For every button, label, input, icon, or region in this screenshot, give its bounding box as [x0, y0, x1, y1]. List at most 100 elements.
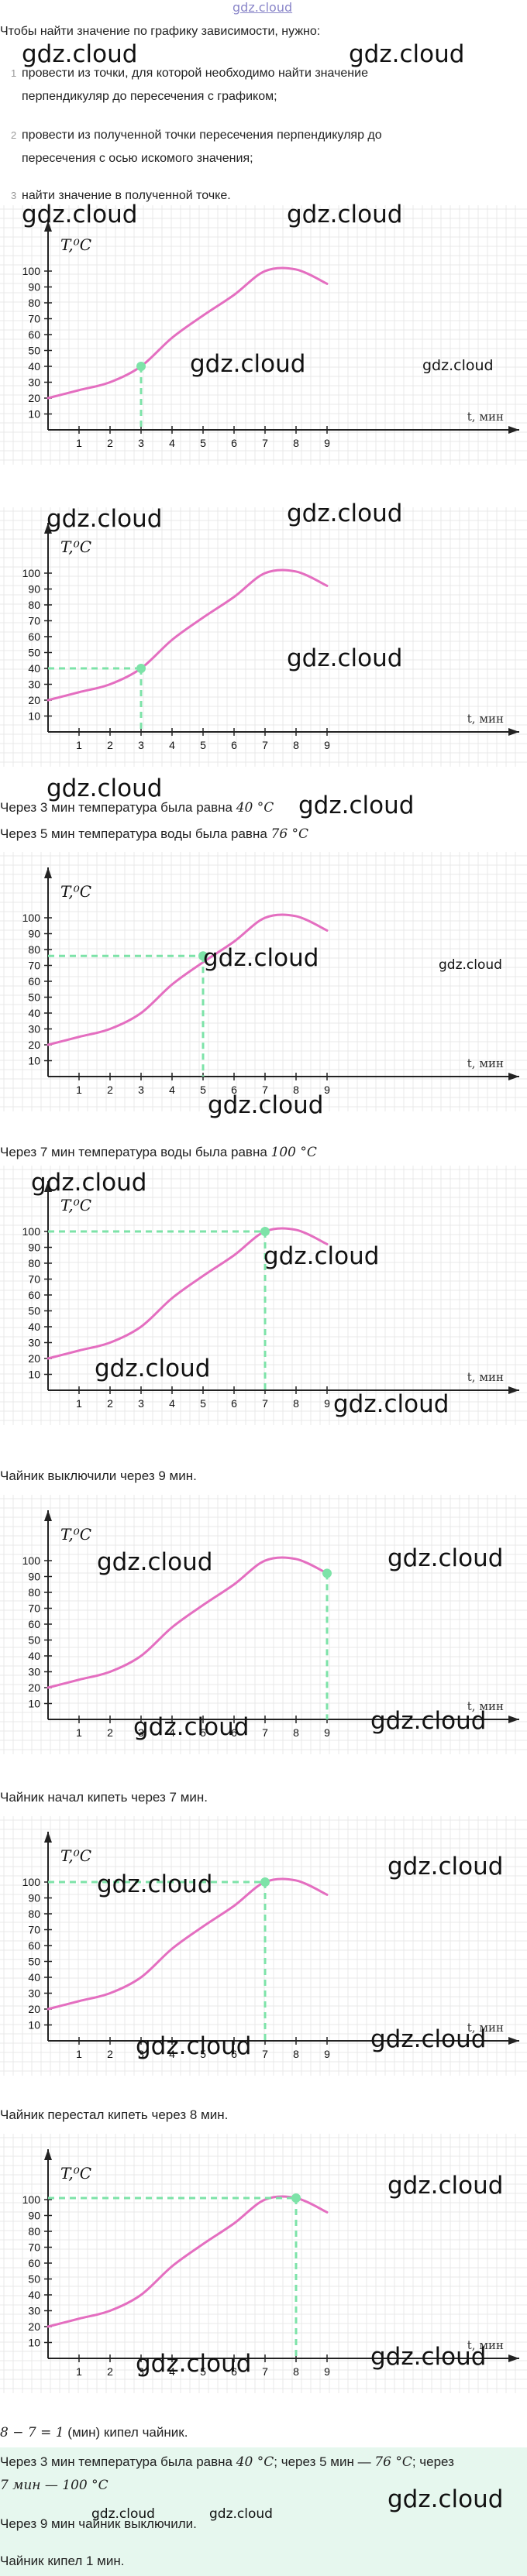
highlight-point — [198, 951, 208, 961]
y-tick-label: 90 — [28, 2210, 40, 2222]
y-tick-label: 10 — [28, 408, 40, 421]
y-tick-label: 40 — [28, 1007, 40, 1019]
x-axis-arrow — [508, 1073, 519, 1080]
result-boil-end: Чайник перестал кипеть через 8 мин. — [0, 2107, 229, 2122]
watermark: gdz.cloud — [209, 2506, 273, 2522]
answer-line-1: Через 3 мин температура была равна 40 °C… — [0, 2454, 454, 2471]
y-tick-label: 50 — [28, 1956, 40, 1968]
x-tick-label: 4 — [169, 2048, 175, 2060]
y-tick-label: 100 — [22, 1554, 41, 1567]
x-tick-label: 8 — [293, 1397, 299, 1410]
watermark: gdz.cloud — [298, 792, 415, 819]
y-tick-label: 100 — [22, 1876, 41, 1888]
intro-step-1: 1 провести из точки, для которой необход… — [11, 62, 368, 108]
y-tick-label: 40 — [28, 2289, 40, 2301]
y-tick-label: 70 — [28, 2241, 40, 2254]
y-tick-label: 90 — [28, 583, 40, 596]
x-tick-label: 1 — [76, 1726, 82, 1739]
x-axis-arrow — [508, 2354, 519, 2362]
x-tick-label: 2 — [107, 437, 113, 449]
y-axis-arrow — [44, 1181, 52, 1192]
x-tick-label: 4 — [169, 2365, 175, 2378]
step-number: 3 — [11, 190, 17, 201]
x-tick-label: 1 — [76, 739, 82, 751]
y-tick-label: 90 — [28, 1571, 40, 1583]
chart-grid — [0, 2134, 527, 2393]
result-off: Чайник выключили через 9 мин. — [0, 1468, 197, 1483]
x-tick-label: 7 — [262, 437, 268, 449]
x-tick-label: 3 — [138, 1397, 144, 1410]
x-tick-label: 9 — [324, 1726, 330, 1739]
step-line: пересечения с осью искомого значения; — [22, 152, 253, 165]
y-tick-label: 20 — [28, 1039, 40, 1051]
answer-line-2: 7 мин — 100 °C — [0, 2477, 108, 2494]
y-tick-label: 40 — [28, 662, 40, 675]
x-tick-label: 5 — [200, 739, 206, 751]
y-tick-label: 90 — [28, 1892, 40, 1905]
y-tick-label: 20 — [28, 392, 40, 404]
x-axis-label: t, мин — [467, 2021, 504, 2035]
y-tick-label: 80 — [28, 1908, 40, 1920]
temperature-curve — [46, 1227, 329, 1360]
math-value: 100 °C — [270, 1145, 317, 1160]
text-part: ; через — [412, 2454, 454, 2469]
y-tick-label: 60 — [28, 1618, 40, 1630]
x-axis-label: t, мин — [467, 1056, 504, 1070]
x-tick-label: 5 — [200, 1726, 206, 1739]
x-tick-label: 5 — [200, 2048, 206, 2060]
y-axis-arrow — [44, 1510, 52, 1521]
chart-grid — [0, 852, 527, 1111]
y-tick-label: 70 — [28, 1602, 40, 1615]
x-tick-label: 9 — [324, 739, 330, 751]
y-tick-label: 60 — [28, 1289, 40, 1301]
math-value: 40 °C — [236, 800, 274, 816]
y-axis-label: T,⁰C — [60, 538, 91, 556]
y-tick-label: 20 — [28, 2003, 40, 2015]
x-axis-label: t, мин — [467, 2338, 504, 2352]
x-tick-label: 9 — [324, 1397, 330, 1410]
y-tick-label: 100 — [22, 1225, 41, 1238]
highlight-point — [260, 1877, 270, 1887]
temperature-curve — [46, 568, 329, 702]
temperature-curve — [46, 1877, 329, 2011]
chart-1: 1 2 3 4 5 6 7 8 9 10 20 30 40 50 60 70 80 90 100 T,⁰C t, мин — [0, 205, 527, 465]
site-logo[interactable]: gdz.cloud — [232, 0, 293, 15]
highlight-point — [322, 1568, 332, 1578]
chart-7: 1 2 3 4 5 6 7 8 9 10 20 30 40 50 60 70 80 90 100 T,⁰C t, мин — [0, 2134, 527, 2393]
x-tick-label: 1 — [76, 2365, 82, 2378]
y-tick-label: 10 — [28, 710, 40, 723]
y-tick-label: 80 — [28, 1586, 40, 1599]
y-tick-label: 70 — [28, 313, 40, 325]
y-tick-label: 30 — [28, 376, 40, 389]
x-axis-label: t, мин — [467, 1699, 504, 1713]
watermark: gdz.cloud — [388, 1853, 504, 1880]
x-tick-label: 8 — [293, 2365, 299, 2378]
y-tick-label: 90 — [28, 1242, 40, 1254]
watermark: gdz.cloud — [349, 40, 465, 68]
y-tick-label: 30 — [28, 678, 40, 691]
x-tick-label: 7 — [262, 1726, 268, 1739]
watermark: gdz.cloud — [22, 40, 138, 68]
x-tick-label: 7 — [262, 1397, 268, 1410]
y-tick-label: 100 — [22, 2193, 41, 2206]
text-part: Через 3 мин температура была равна — [0, 800, 236, 815]
y-axis-label: T,⁰C — [60, 1196, 91, 1214]
y-tick-label: 10 — [28, 1369, 40, 1381]
y-tick-label: 80 — [28, 943, 40, 956]
y-tick-label: 80 — [28, 2225, 40, 2238]
chart-grid — [0, 507, 527, 767]
x-tick-label: 2 — [107, 2048, 113, 2060]
watermark: gdz.cloud — [190, 350, 306, 378]
highlight-point — [136, 664, 146, 673]
x-tick-label: 3 — [138, 2048, 144, 2060]
chart-2: 1 2 3 4 5 6 7 8 9 10 20 30 40 50 60 70 80 90 100 T,⁰C t, мин — [0, 507, 527, 767]
watermark: gdz.cloud — [136, 2350, 252, 2378]
watermark: gdz.cloud — [287, 644, 403, 672]
chart-grid — [0, 1495, 527, 1754]
y-tick-label: 80 — [28, 599, 40, 611]
x-tick-label: 6 — [231, 739, 237, 751]
y-tick-label: 40 — [28, 1650, 40, 1662]
y-tick-label: 50 — [28, 647, 40, 659]
x-tick-label: 8 — [293, 1726, 299, 1739]
x-tick-label: 8 — [293, 437, 299, 449]
